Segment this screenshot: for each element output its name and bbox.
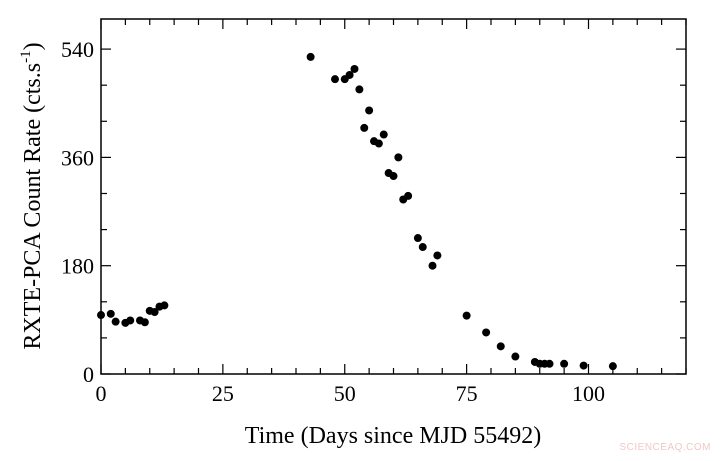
data-point xyxy=(379,130,388,139)
data-point xyxy=(496,342,505,351)
data-point xyxy=(579,361,588,370)
data-point xyxy=(140,318,149,327)
plot-frame xyxy=(100,18,687,375)
x-tick-labels: 0 25 50 75 100 xyxy=(96,381,606,406)
data-point xyxy=(413,234,422,243)
x-tick-label: 100 xyxy=(572,381,605,406)
data-point xyxy=(306,52,315,61)
data-point xyxy=(345,70,354,79)
y-tick-label: 360 xyxy=(61,145,94,170)
data-point xyxy=(389,172,398,181)
y-tick-labels: 0 180 360 540 xyxy=(61,37,94,387)
data-point xyxy=(360,123,369,132)
data-point xyxy=(404,191,413,200)
data-point xyxy=(608,362,617,371)
major-ticks xyxy=(100,19,686,375)
y-axis-title: RXTE-PCA Count Rate (cts.s-1) xyxy=(18,42,46,349)
data-point xyxy=(355,85,364,94)
minor-ticks xyxy=(101,19,687,374)
y-tick-label: 0 xyxy=(83,362,94,387)
x-tick-label: 25 xyxy=(212,381,234,406)
data-point xyxy=(331,75,339,84)
y-axis-title-sup: -1 xyxy=(18,50,34,63)
data-point xyxy=(111,317,120,326)
y-axis-title-suffix: ) xyxy=(20,42,46,50)
data-point xyxy=(97,311,105,320)
data-point xyxy=(365,106,374,115)
data-point xyxy=(394,153,403,162)
data-point xyxy=(106,309,115,318)
data-point xyxy=(374,139,383,148)
data-point xyxy=(418,243,427,252)
data-point xyxy=(545,359,554,368)
x-tick-label: 75 xyxy=(456,381,478,406)
data-point xyxy=(126,316,135,325)
data-point xyxy=(160,301,169,310)
y-tick-label: 540 xyxy=(61,37,94,62)
y-tick-label: 180 xyxy=(61,254,94,279)
data-point xyxy=(511,352,520,361)
watermark: SCIENCEAQ.COM xyxy=(619,442,711,453)
data-point xyxy=(428,261,437,270)
data-point xyxy=(350,64,359,73)
x-tick-label: 0 xyxy=(96,381,107,406)
data-point xyxy=(482,328,491,337)
data-point xyxy=(433,251,442,260)
data-points xyxy=(97,52,617,371)
data-point xyxy=(150,308,159,317)
x-tick-label: 50 xyxy=(334,381,356,406)
data-point xyxy=(462,311,471,320)
y-axis-title-main: RXTE-PCA Count Rate (cts.s xyxy=(20,63,46,350)
data-point xyxy=(560,359,569,368)
x-axis-title: Time (Days since MJD 55492) xyxy=(245,423,541,449)
